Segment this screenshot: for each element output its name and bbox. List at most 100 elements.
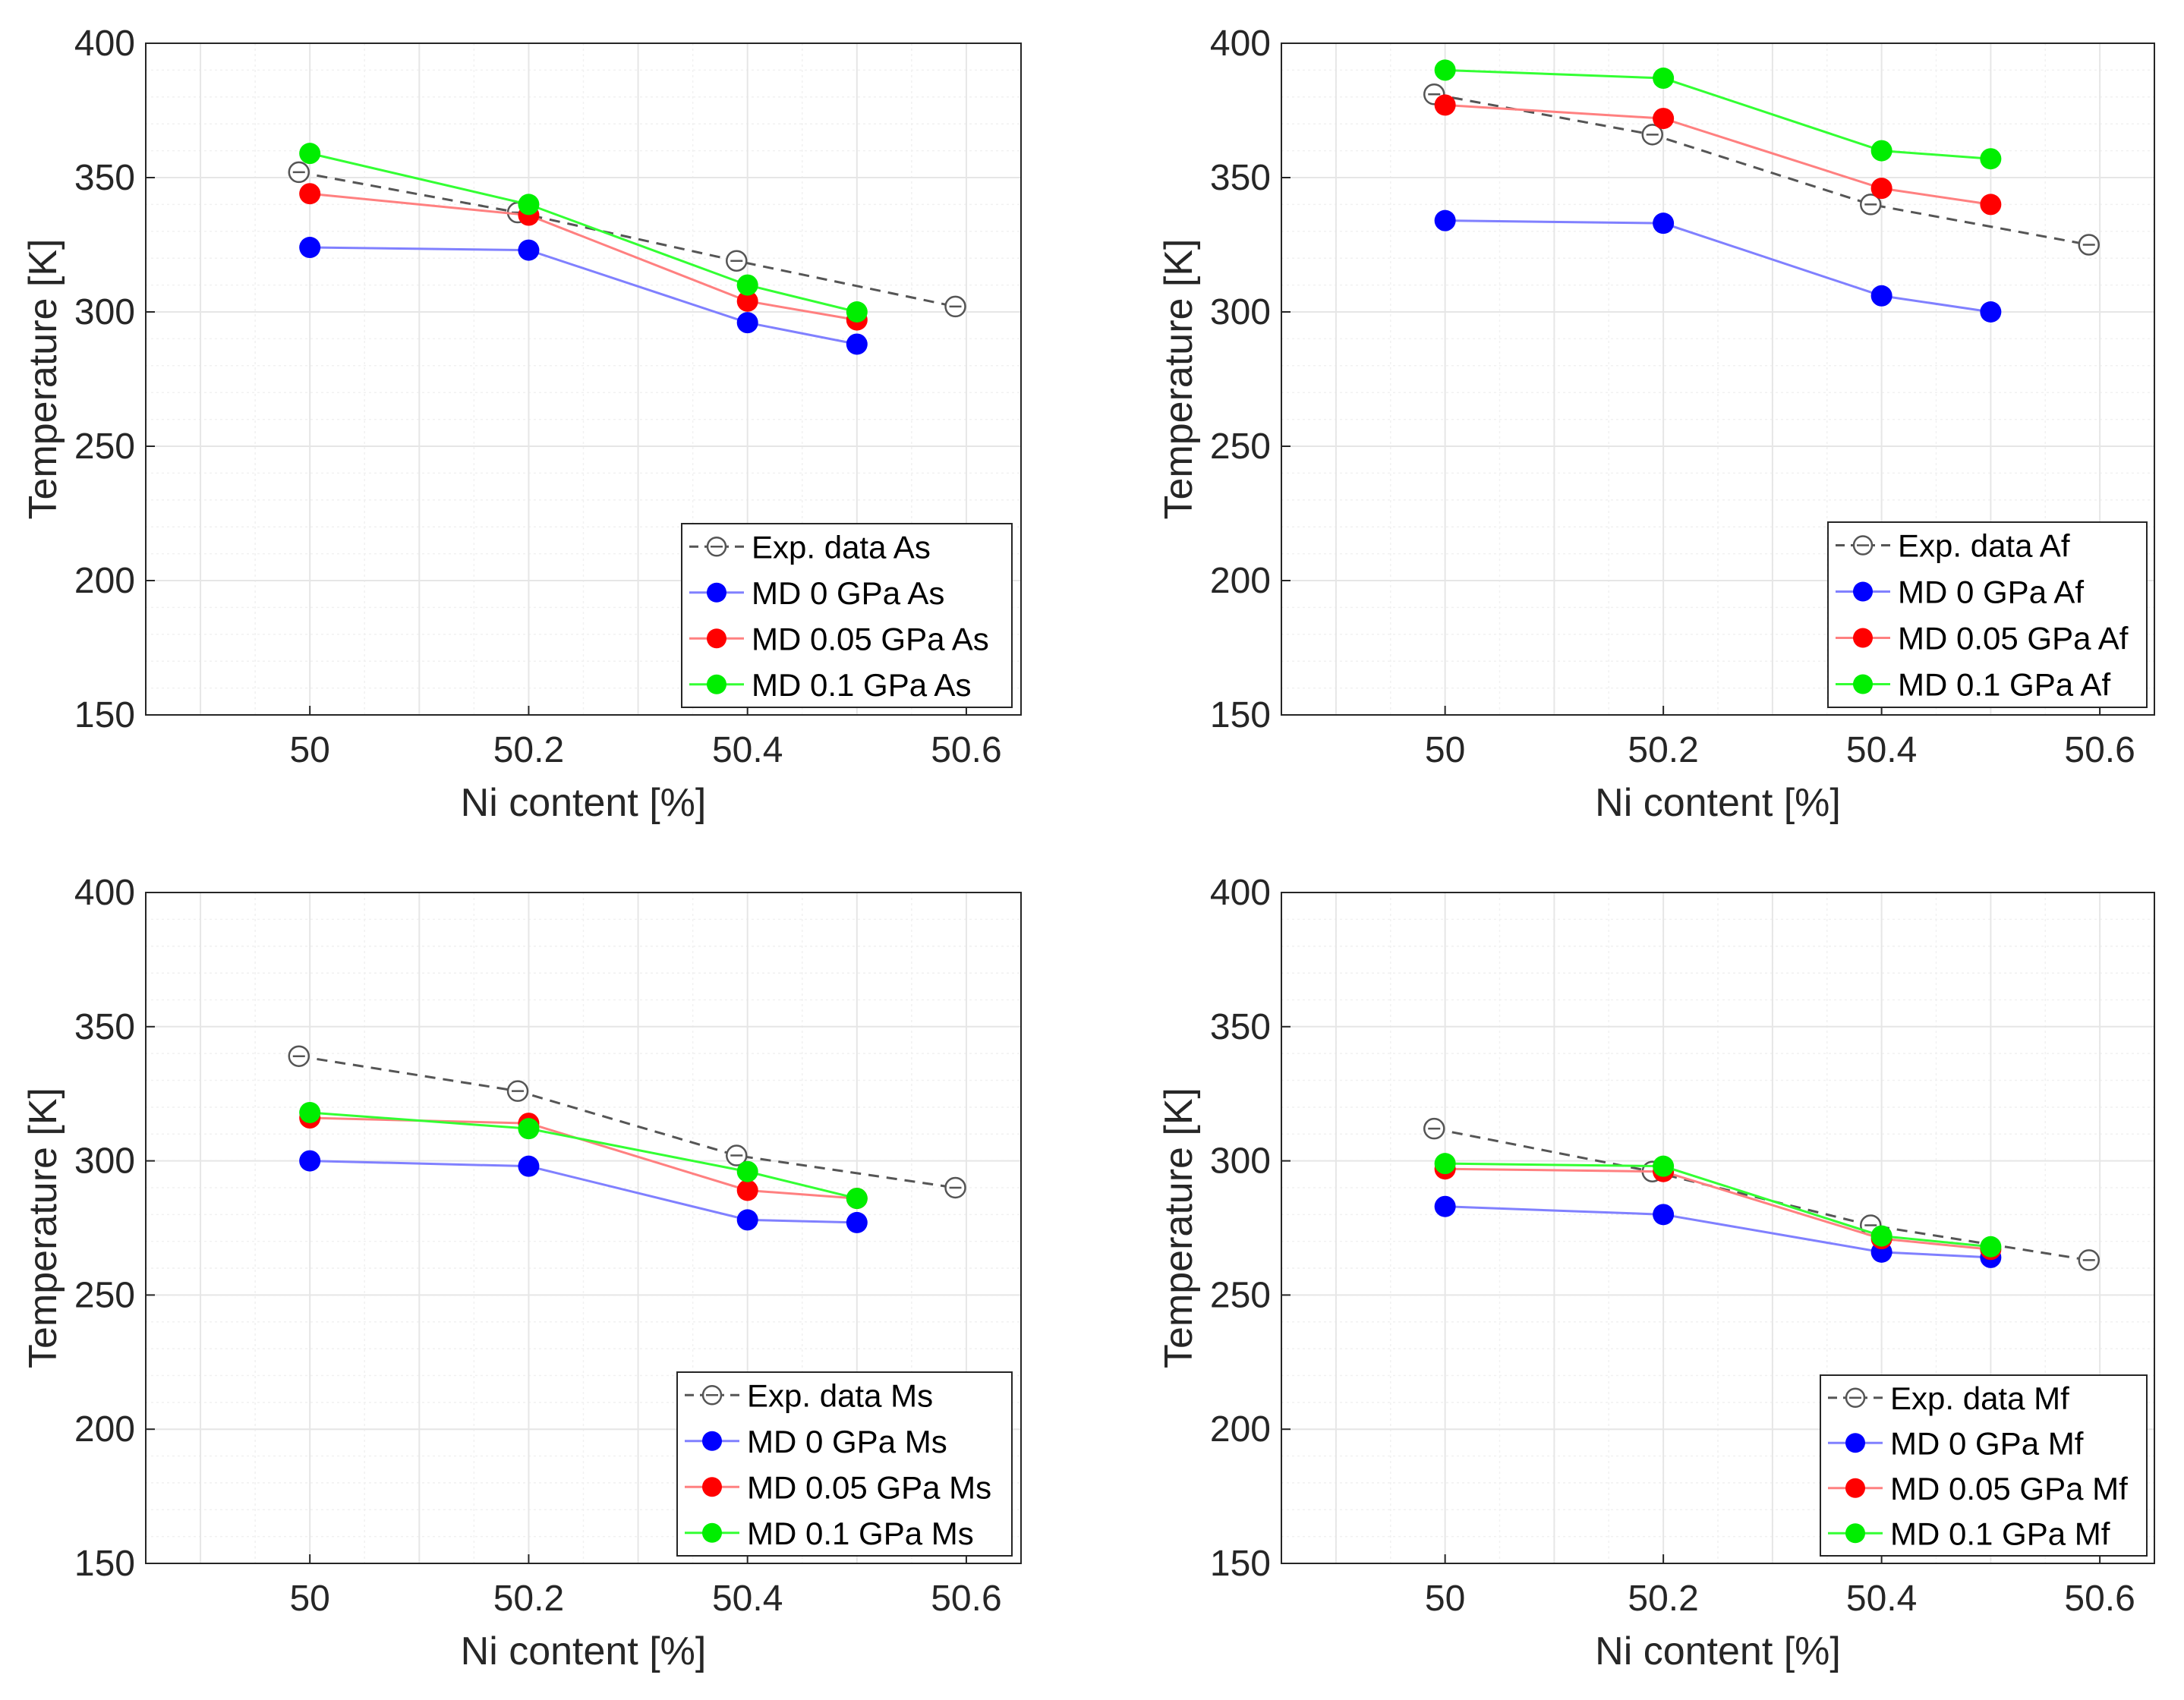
y-axis-label: Temperature [K] bbox=[21, 1088, 65, 1368]
y-tick-label: 350 bbox=[74, 158, 135, 198]
series-md005 bbox=[1434, 94, 2002, 216]
data-point bbox=[726, 1144, 748, 1166]
series-md0 bbox=[299, 1150, 868, 1233]
y-tick-label: 250 bbox=[1210, 1275, 1271, 1315]
data-point bbox=[1423, 1117, 1445, 1140]
y-tick-label: 300 bbox=[74, 1141, 135, 1182]
series-md0 bbox=[1434, 209, 2002, 323]
x-tick-label: 50.2 bbox=[1628, 730, 1698, 770]
legend-box bbox=[1820, 1374, 2148, 1557]
y-tick-label: 200 bbox=[1210, 561, 1271, 601]
legend: Exp. data Af MD 0 GPa Af MD 0.05 GPa Af MD … bbox=[1827, 521, 2148, 708]
data-point bbox=[736, 312, 758, 334]
data-point bbox=[299, 183, 321, 205]
legend-label: Exp. data Mf bbox=[1890, 1380, 2069, 1416]
x-tick-label: 50 bbox=[289, 1579, 329, 1619]
legend-label: MD 0.1 GPa Mf bbox=[1890, 1516, 2110, 1551]
legend-box bbox=[676, 1371, 1013, 1557]
y-tick-label: 350 bbox=[1210, 158, 1271, 198]
series-line bbox=[310, 1111, 858, 1200]
legend-label: MD 0.1 GPa As bbox=[752, 667, 971, 703]
data-point bbox=[518, 1118, 540, 1140]
legend-item: MD 0.1 GPa As bbox=[689, 667, 971, 703]
legend-item: MD 0.05 GPa Ms bbox=[685, 1469, 991, 1505]
series-line bbox=[298, 171, 956, 308]
legend: Exp. data Ms MD 0 GPa Ms MD 0.05 GPa Ms MD … bbox=[676, 1371, 1013, 1557]
series-exp bbox=[288, 1045, 966, 1199]
legend-label: MD 0.05 GPa Af bbox=[1898, 621, 2129, 656]
series-md01 bbox=[1434, 1153, 2002, 1258]
series-md01 bbox=[299, 143, 868, 323]
series-line bbox=[1445, 1162, 1991, 1248]
data-point bbox=[1653, 1155, 1675, 1177]
y-tick-label: 150 bbox=[1210, 695, 1271, 735]
legend-label: MD 0 GPa Af bbox=[1898, 575, 2084, 610]
x-axis-label: Ni content [%] bbox=[1595, 1629, 1841, 1673]
series-line bbox=[1445, 68, 1991, 160]
y-tick-label: 250 bbox=[74, 427, 135, 467]
series-md01 bbox=[1434, 59, 2002, 170]
chart-panel-4: 150 200 250 300 350 400 50 50.2 50.4 50.6 Ni conte… bbox=[1157, 873, 2155, 1673]
series-line bbox=[309, 152, 858, 313]
legend-label: MD 0.05 GPa Ms bbox=[747, 1469, 991, 1505]
legend-marker bbox=[707, 674, 726, 694]
series-line bbox=[310, 246, 858, 345]
legend-marker bbox=[1845, 1478, 1865, 1498]
x-tick-label: 50 bbox=[1425, 1579, 1465, 1619]
x-tick-label: 50.4 bbox=[1846, 1579, 1917, 1619]
data-point bbox=[1870, 140, 1892, 162]
axes-box bbox=[1281, 42, 2155, 716]
y-tick-label: 200 bbox=[74, 561, 135, 601]
data-point bbox=[1434, 94, 1456, 116]
legend-item: MD 0 GPa Af bbox=[1836, 575, 2084, 610]
y-tick-label: 250 bbox=[74, 1275, 135, 1315]
series-line bbox=[298, 1055, 956, 1189]
x-axis-label: Ni content [%] bbox=[461, 1629, 707, 1673]
data-point bbox=[846, 1188, 868, 1210]
y-tick-label: 300 bbox=[1210, 292, 1271, 332]
data-point bbox=[1434, 209, 1456, 231]
legend-marker bbox=[707, 628, 726, 649]
data-point bbox=[1653, 108, 1675, 130]
y-tick-label: 400 bbox=[1210, 873, 1271, 913]
x-tick-label: 50 bbox=[1425, 730, 1465, 770]
series-md0 bbox=[299, 237, 868, 355]
legend-item: Exp. data Af bbox=[1836, 528, 2070, 564]
x-axis-label: Ni content [%] bbox=[1595, 781, 1841, 825]
y-tick-label: 250 bbox=[1210, 427, 1271, 467]
x-tick-label: 50.4 bbox=[712, 1579, 783, 1619]
x-tick-label: 50.6 bbox=[2064, 1579, 2135, 1619]
legend-marker bbox=[707, 582, 726, 603]
series-line bbox=[1445, 1205, 1991, 1259]
legend-marker bbox=[702, 1522, 722, 1543]
data-point bbox=[726, 250, 748, 272]
data-point bbox=[736, 1179, 758, 1201]
data-point bbox=[1641, 124, 1663, 146]
legend-item: MD 0.05 GPa As bbox=[689, 621, 989, 656]
legend-item: MD 0 GPa As bbox=[689, 575, 944, 611]
legend-label: MD 0.05 GPa As bbox=[752, 621, 989, 656]
y-axis-label: Temperature [K] bbox=[21, 239, 65, 520]
y-tick-label: 400 bbox=[74, 873, 135, 913]
x-tick-label: 50.4 bbox=[1846, 730, 1917, 770]
legend-item: MD 0 GPa Mf bbox=[1828, 1425, 2084, 1461]
data-point bbox=[944, 295, 966, 318]
series-line bbox=[1445, 219, 1991, 313]
chart-panel-2: 150 200 250 300 350 400 50 50.2 50.4 50.6 Ni conte… bbox=[1157, 24, 2155, 825]
data-point bbox=[518, 239, 540, 261]
x-tick-label: 50.2 bbox=[493, 1579, 564, 1619]
data-point bbox=[1980, 1236, 2002, 1258]
y-axis-label: Temperature [K] bbox=[1157, 1088, 1201, 1368]
data-point bbox=[1653, 1204, 1675, 1226]
x-tick-label: 50.6 bbox=[2064, 730, 2135, 770]
data-point bbox=[944, 1176, 966, 1199]
legend-label: MD 0 GPa Mf bbox=[1890, 1425, 2084, 1461]
data-point bbox=[1980, 148, 2002, 170]
legend-item: MD 0.05 GPa Af bbox=[1836, 621, 2129, 656]
y-tick-label: 200 bbox=[74, 1409, 135, 1450]
y-tick-label: 200 bbox=[1210, 1409, 1271, 1450]
legend-marker bbox=[702, 1477, 722, 1497]
series-line bbox=[1445, 1167, 1991, 1251]
data-point bbox=[1653, 68, 1675, 90]
legend-marker bbox=[1845, 1433, 1865, 1453]
